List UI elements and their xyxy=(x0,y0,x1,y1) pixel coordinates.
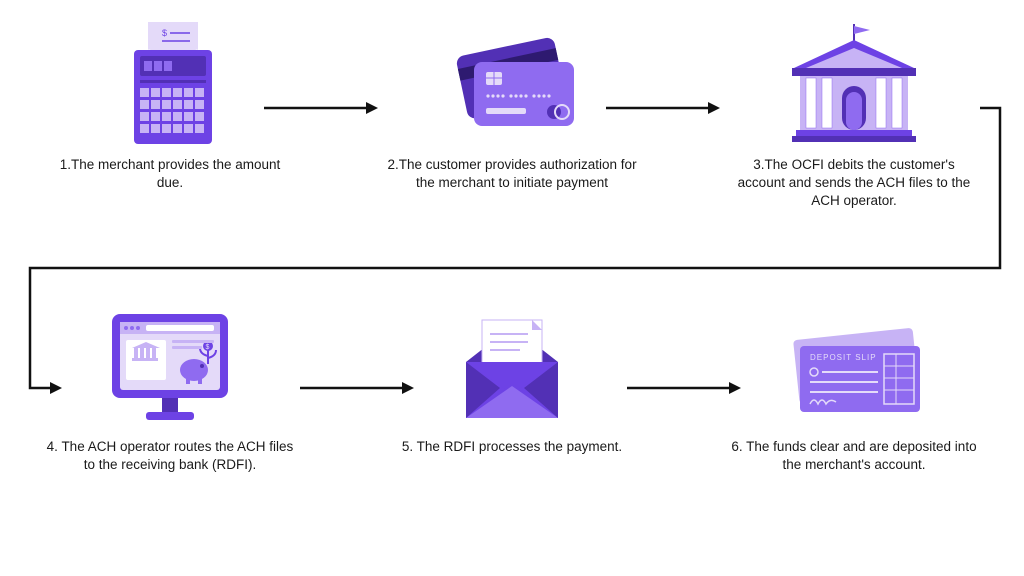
arrow-3-4 xyxy=(24,100,1004,400)
arrow-5-6 xyxy=(625,378,745,398)
step-4-caption: 4. The ACH operator routes the ACH files… xyxy=(45,438,295,474)
step-6-caption: 6. The funds clear and are deposited int… xyxy=(729,438,979,474)
step-5-caption: 5. The RDFI processes the payment. xyxy=(402,438,622,456)
svg-text:$: $ xyxy=(162,28,167,38)
arrow-4-5 xyxy=(298,378,418,398)
